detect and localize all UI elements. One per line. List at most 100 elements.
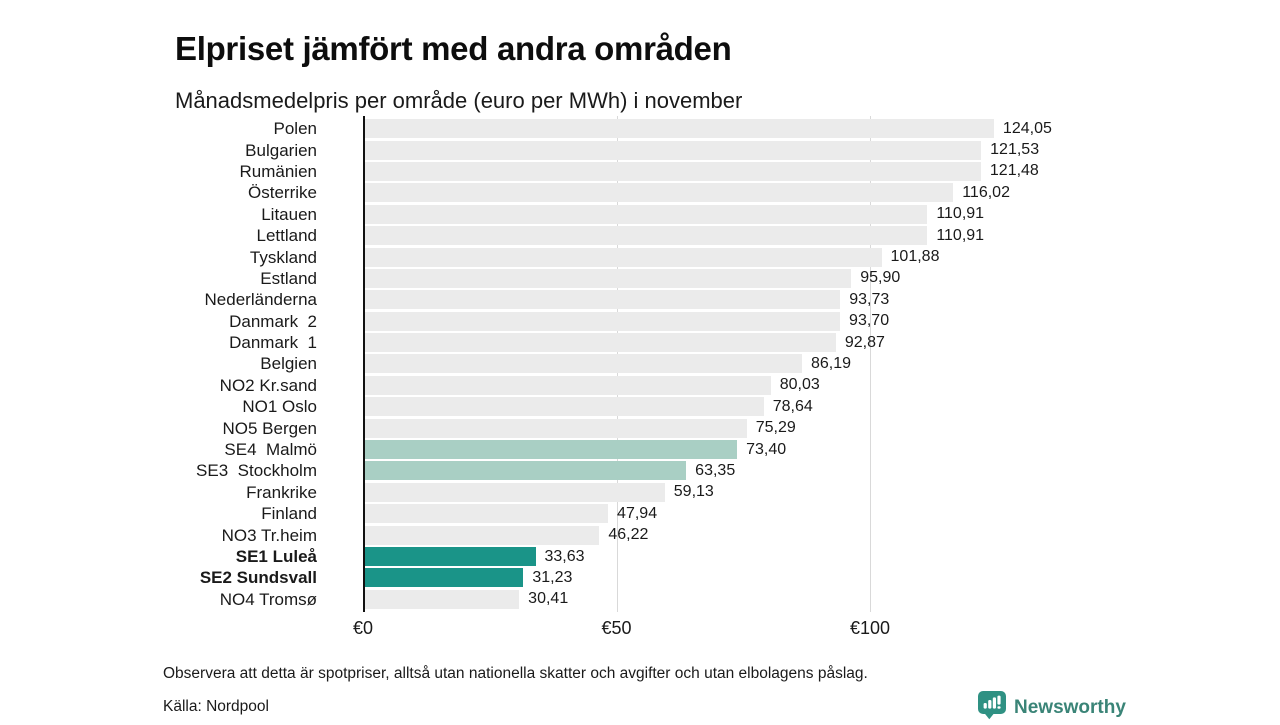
- axis-tick-label: €50: [601, 618, 632, 638]
- category-label: SE3 Stockholm: [196, 461, 317, 481]
- value-label: 59,13: [673, 483, 714, 501]
- bar-row: SE4 Malmö 73,40: [0, 439, 1280, 460]
- value-label: 93,73: [849, 290, 890, 308]
- bar-row: Österrike 116,02: [0, 182, 1280, 203]
- value-label: 93,70: [849, 312, 890, 330]
- bar-row: SE3 Stockholm 63,35: [0, 460, 1280, 481]
- axis-tick-label: €100: [849, 618, 891, 638]
- bar: [365, 547, 536, 566]
- y-axis-line: [363, 116, 365, 612]
- value-label: 46,22: [608, 526, 649, 544]
- value-label: 47,94: [617, 504, 658, 522]
- value-label: 121,53: [990, 141, 1040, 159]
- category-label: Litauen: [261, 204, 317, 224]
- bar-row: Lettland 110,91: [0, 225, 1280, 246]
- value-label: 124,05: [1002, 119, 1052, 137]
- bar: [365, 461, 687, 481]
- bar-row: Danmark 1 92,87: [0, 332, 1280, 353]
- category-label: NO2 Kr.sand: [219, 375, 317, 395]
- category-label: Belgien: [260, 354, 317, 374]
- chart-subtitle: Månadsmedelpris per område (euro per MWh…: [175, 88, 743, 114]
- gridline: [870, 116, 871, 612]
- category-label: SE4 Malmö: [224, 440, 317, 460]
- page-title: Elpriset jämfört med andra områden: [175, 30, 732, 68]
- category-label: Estland: [260, 268, 317, 288]
- category-label: NO5 Bergen: [222, 418, 318, 438]
- bar: [365, 504, 609, 524]
- value-label: 30,41: [528, 590, 569, 608]
- bar-row: Estland 95,90: [0, 268, 1280, 289]
- bar: [365, 290, 841, 310]
- bar: [365, 183, 954, 203]
- bar-row: Litauen 110,91: [0, 204, 1280, 225]
- bar: [365, 333, 836, 353]
- category-label: NO4 Tromsø: [219, 589, 317, 609]
- value-label: 95,90: [860, 269, 901, 287]
- category-label: Tyskland: [249, 247, 317, 267]
- bar: [365, 140, 982, 160]
- bar-row: NO5 Bergen 75,29: [0, 417, 1280, 438]
- bar: [365, 268, 852, 288]
- bar: [365, 375, 771, 395]
- bar-row: Danmark 2 93,70: [0, 311, 1280, 332]
- bar-row: Nederländerna 93,73: [0, 289, 1280, 310]
- category-label: Nederländerna: [204, 290, 317, 310]
- value-label: 80,03: [779, 376, 820, 394]
- bar-row: Frankrike 59,13: [0, 482, 1280, 503]
- brand-name: Newsworthy: [1014, 696, 1126, 718]
- bar-row: NO4 Tromsø 30,41: [0, 589, 1280, 610]
- bar: [365, 247, 882, 267]
- category-label: Rumänien: [239, 161, 318, 181]
- bar: [365, 482, 665, 502]
- category-label: Danmark 1: [229, 333, 317, 353]
- source-credit: Källa: Nordpool: [163, 698, 269, 715]
- category-label: Polen: [273, 119, 317, 139]
- value-label: 121,48: [989, 162, 1039, 180]
- value-label: 31,23: [532, 568, 573, 586]
- bar: [365, 119, 994, 139]
- value-label: 33,63: [544, 547, 585, 565]
- bar-row: SE2 Sundsvall 31,23: [0, 567, 1280, 588]
- bar: [365, 568, 524, 588]
- bar: [365, 589, 520, 609]
- category-label: SE2 Sundsvall: [199, 568, 317, 588]
- newsworthy-icon: [977, 690, 1007, 725]
- value-label: 75,29: [755, 419, 796, 437]
- category-label: Finland: [261, 504, 317, 524]
- category-label: Frankrike: [246, 482, 317, 502]
- bar: [365, 397, 764, 417]
- bar: [365, 440, 738, 460]
- value-label: 110,91: [936, 226, 985, 244]
- category-label: Österrike: [248, 183, 317, 203]
- bar-rows: Polen 124,05 Bulgarien 121,53 Rumänien 121,48…: [0, 118, 1280, 610]
- bar-row: Polen 124,05: [0, 118, 1280, 139]
- value-label: 101,88: [890, 248, 940, 266]
- category-label: SE1 Luleå: [235, 547, 317, 566]
- value-label: 73,40: [746, 440, 787, 458]
- category-label: NO3 Tr.heim: [221, 525, 317, 545]
- category-label: Bulgarien: [245, 140, 317, 160]
- bar-row: NO2 Kr.sand 80,03: [0, 375, 1280, 396]
- value-label: 86,19: [810, 354, 852, 372]
- bar-row: Belgien 86,19: [0, 353, 1280, 374]
- bar: [365, 311, 841, 331]
- value-label: 63,35: [695, 461, 736, 479]
- category-label: Danmark 2: [229, 311, 317, 331]
- bar-row: Finland 47,94: [0, 503, 1280, 524]
- bar: [365, 354, 802, 374]
- category-label: Lettland: [256, 226, 318, 246]
- footnote: Observera att detta är spotpriser, allts…: [163, 665, 868, 682]
- value-label: 92,87: [844, 333, 885, 351]
- axis-tick-label: €0: [352, 618, 374, 638]
- category-label: NO1 Oslo: [242, 397, 317, 417]
- value-label: 116,02: [962, 183, 1010, 201]
- value-label: 110,91: [936, 205, 985, 223]
- bar-row: NO3 Tr.heim 46,22: [0, 524, 1280, 545]
- bar: [365, 161, 981, 181]
- bar-row: Bulgarien 121,53: [0, 139, 1280, 160]
- bar: [365, 204, 928, 224]
- bar-row: Tyskland 101,88: [0, 246, 1280, 267]
- value-label: 78,64: [772, 397, 813, 415]
- bar: [365, 418, 747, 438]
